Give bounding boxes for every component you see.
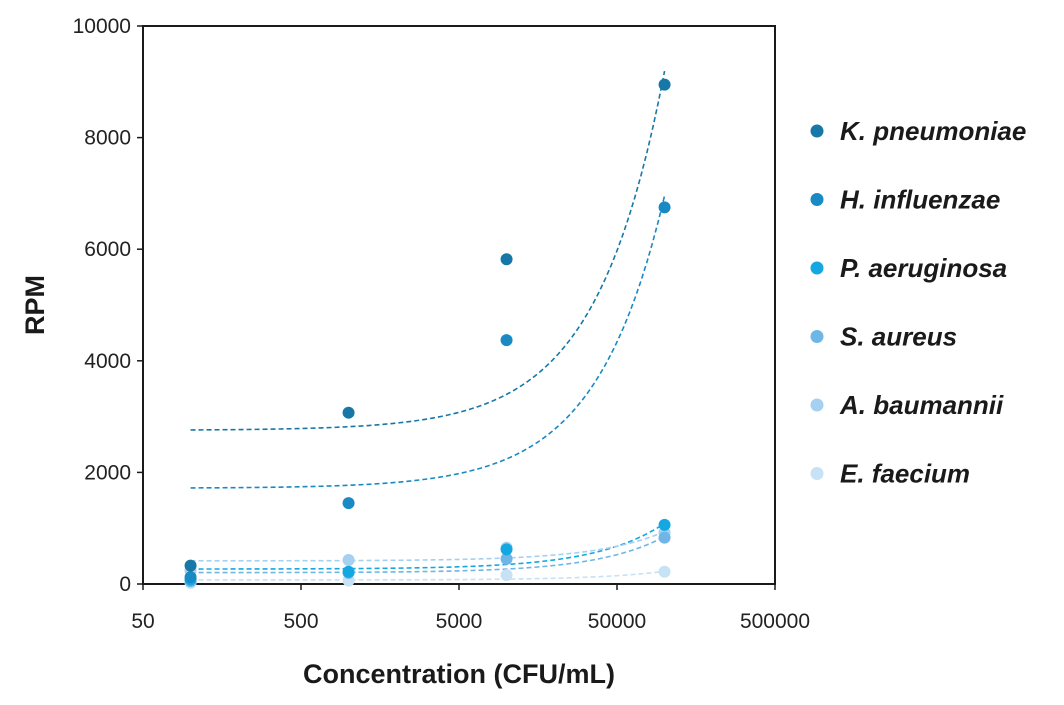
legend-marker — [810, 193, 824, 206]
y-tick-label: 4000 — [84, 350, 131, 373]
legend-label: E. faecium — [840, 459, 970, 489]
y-tick-label: 6000 — [84, 238, 131, 261]
data-point — [500, 334, 513, 347]
x-tick-label: 500000 — [740, 610, 810, 633]
data-point — [342, 554, 355, 567]
data-point — [342, 406, 355, 419]
data-point — [500, 552, 513, 565]
legend: K. pneumoniae H. influenzae P. aeruginosa S… — [810, 116, 1026, 489]
legend-label: K. pneumoniae — [840, 116, 1026, 146]
legend-marker — [810, 124, 824, 138]
trendline — [190, 522, 665, 570]
legend-label: A. baumannii — [839, 390, 1004, 420]
x-tick-label: 500 — [283, 610, 318, 633]
data-point — [184, 559, 197, 572]
y-tick-label: 2000 — [84, 461, 131, 484]
legend-marker — [810, 330, 824, 343]
data-point — [500, 543, 513, 556]
data-point — [658, 565, 671, 578]
y-axis-title: RPM — [20, 275, 50, 335]
x-axis-ticks: 50 500 5000 50000 500000 — [131, 584, 810, 633]
data-point — [658, 201, 671, 214]
legend-marker — [810, 398, 824, 412]
trendline — [190, 70, 666, 431]
data-point — [500, 569, 513, 582]
x-axis-title: Concentration (CFU/mL) — [303, 659, 615, 689]
legend-label: S. aureus — [840, 322, 957, 352]
legend-marker — [810, 261, 824, 275]
y-tick-label: 8000 — [84, 127, 131, 150]
data-point — [658, 518, 671, 531]
plot-frame — [142, 25, 776, 585]
data-point — [658, 78, 671, 91]
data-point — [184, 571, 197, 584]
legend-label: H. influenzae — [840, 185, 1000, 215]
trendline — [190, 195, 666, 489]
data-point — [658, 531, 671, 544]
trendline — [190, 530, 665, 562]
trendline — [190, 570, 665, 581]
trendline — [190, 535, 665, 574]
data-points — [184, 78, 671, 589]
legend-marker — [810, 467, 824, 480]
data-point — [500, 253, 513, 266]
trendlines — [190, 70, 666, 581]
data-point — [342, 497, 355, 510]
x-tick-label: 50000 — [588, 610, 646, 633]
data-point — [342, 565, 355, 578]
x-tick-label: 5000 — [436, 610, 483, 633]
x-tick-label: 50 — [131, 610, 154, 633]
legend-label: P. aeruginosa — [840, 253, 1007, 283]
y-tick-label: 10000 — [73, 15, 131, 38]
y-tick-label: 0 — [119, 573, 131, 596]
y-axis-ticks: 0 2000 4000 6000 8000 10000 — [73, 15, 143, 596]
